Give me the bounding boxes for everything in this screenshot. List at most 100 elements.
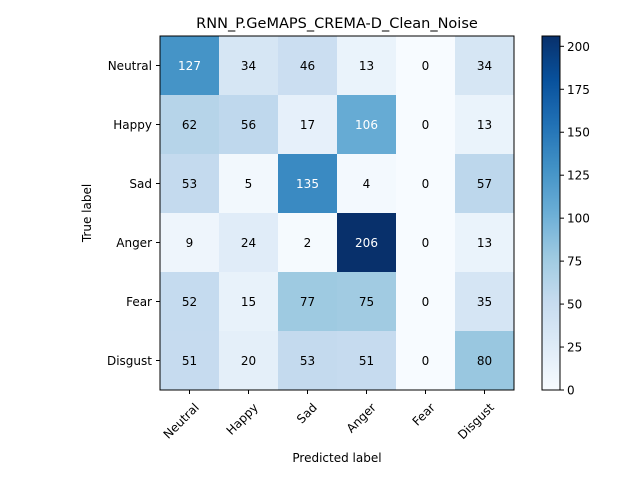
y-tick-label: Happy — [113, 118, 152, 132]
heatmap-cell — [160, 154, 220, 214]
heatmap-cell — [278, 95, 338, 155]
heatmap-cell — [396, 154, 456, 214]
cell-value-label: 51 — [182, 354, 197, 368]
y-axis-ticks: Neutral Happy Sad Anger Fear Disgust — [107, 59, 160, 368]
cell-value-label: 0 — [422, 59, 430, 73]
x-tick-label: Sad — [294, 400, 320, 426]
cell-value-label: 127 — [178, 59, 201, 73]
cell-value-label: 0 — [422, 236, 430, 250]
cell-value-label: 0 — [422, 295, 430, 309]
y-tick-label: Disgust — [107, 354, 152, 368]
cell-value-label: 51 — [359, 354, 374, 368]
cell-value-label: 35 — [477, 295, 492, 309]
cell-value-label: 206 — [355, 236, 378, 250]
heatmap-cell — [337, 36, 397, 96]
colorbar — [541, 35, 561, 391]
cell-value-label: 0 — [422, 177, 430, 191]
cell-value-label: 9 — [186, 236, 194, 250]
heatmap-cell — [278, 36, 338, 96]
x-tick-label: Fear — [410, 400, 438, 428]
cell-value-label: 80 — [477, 354, 492, 368]
cell-value-label: 62 — [182, 118, 197, 132]
heatmap-cell — [455, 154, 515, 214]
heatmap-cell — [278, 154, 338, 214]
heatmap-cell — [337, 331, 397, 391]
chart-title: RNN_P.GeMAPS_CREMA-D_Clean_Noise — [196, 16, 478, 32]
y-tick-label: Sad — [129, 177, 152, 191]
heatmap-cell — [455, 36, 515, 96]
cell-value-label: 46 — [300, 59, 315, 73]
cell-value-label: 53 — [182, 177, 197, 191]
cell-value-label: 13 — [359, 59, 374, 73]
heatmap-cell — [455, 272, 515, 332]
colorbar-tick-label: 150 — [567, 126, 590, 140]
colorbar-tick-label: 200 — [567, 40, 590, 54]
cell-value-label: 0 — [422, 118, 430, 132]
heatmap-cell — [219, 213, 279, 273]
heatmap-cell — [219, 331, 279, 391]
heatmap-cell — [160, 36, 220, 96]
heatmap-cell — [337, 272, 397, 332]
cell-value-label: 5 — [245, 177, 253, 191]
x-axis-label: Predicted label — [292, 451, 381, 465]
heatmap-cell — [396, 272, 456, 332]
y-axis-label: True label — [80, 184, 94, 243]
cell-value-label: 56 — [241, 118, 256, 132]
heatmap-cell — [278, 272, 338, 332]
heatmap-cell — [455, 331, 515, 391]
heatmap-cell — [219, 36, 279, 96]
cell-value-label: 0 — [422, 354, 430, 368]
heatmap-cell — [160, 331, 220, 391]
colorbar-tick-label: 175 — [567, 83, 590, 97]
heatmap-cell — [160, 95, 220, 155]
heatmap-cell — [337, 95, 397, 155]
cell-value-label: 34 — [477, 59, 492, 73]
heatmap-cell — [396, 213, 456, 273]
cell-value-label: 34 — [241, 59, 256, 73]
cell-value-label: 4 — [363, 177, 371, 191]
heatmap-cells — [160, 36, 515, 391]
cell-value-label: 24 — [241, 236, 256, 250]
x-tick-label: Neutral — [161, 400, 202, 441]
plot-frame — [159, 35, 515, 391]
cell-value-label: 57 — [477, 177, 492, 191]
heatmap-cell — [396, 331, 456, 391]
y-tick-label: Neutral — [108, 59, 152, 73]
x-axis-ticks: Neutral Happy Sad Anger Fear Disgust — [161, 390, 497, 442]
x-tick-label: Anger — [344, 400, 379, 435]
x-tick-label: Happy — [224, 400, 261, 437]
heatmap-cell — [278, 213, 338, 273]
heatmap-cell — [396, 36, 456, 96]
heatmap-cell — [278, 331, 338, 391]
colorbar-tick-label: 125 — [567, 169, 590, 183]
colorbar-tick-label: 0 — [567, 384, 575, 398]
heatmap-cell — [455, 95, 515, 155]
cell-value-label: 13 — [477, 118, 492, 132]
colorbar-ticks: 0 25 50 75 100 125 150 175 200 — [560, 40, 590, 398]
cell-value-label: 77 — [300, 295, 315, 309]
colorbar-tick-label: 75 — [567, 255, 582, 269]
colorbar-tick-label: 25 — [567, 341, 582, 355]
cell-value-label: 53 — [300, 354, 315, 368]
heatmap-cell — [160, 213, 220, 273]
x-tick-label: Disgust — [455, 400, 497, 442]
cell-value-label: 2 — [304, 236, 312, 250]
colorbar-tick-label: 50 — [567, 298, 582, 312]
heatmap-cell — [455, 213, 515, 273]
heatmap-cell — [337, 213, 397, 273]
colorbar-tick-label: 100 — [567, 212, 590, 226]
cell-value-label: 52 — [182, 295, 197, 309]
heatmap-cell — [219, 95, 279, 155]
cell-value-label: 135 — [296, 177, 319, 191]
heatmap-cell — [219, 272, 279, 332]
cell-value-label: 15 — [241, 295, 256, 309]
y-tick-label: Fear — [126, 295, 152, 309]
cell-value-label: 75 — [359, 295, 374, 309]
cell-value-label: 20 — [241, 354, 256, 368]
heatmap-cell — [337, 154, 397, 214]
y-tick-label: Anger — [116, 236, 152, 250]
cell-value-label: 106 — [355, 118, 378, 132]
cell-value-label: 13 — [477, 236, 492, 250]
